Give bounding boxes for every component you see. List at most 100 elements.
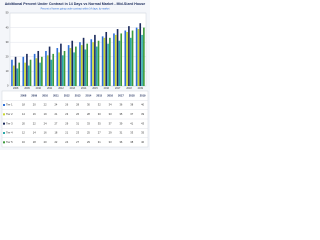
table-cell: 12 — [22, 131, 25, 135]
table-header: 2014 — [86, 93, 92, 97]
bar — [118, 40, 121, 86]
table-cell: 36 — [119, 103, 122, 107]
x-tick-label: 2019 — [138, 87, 144, 90]
table-cell: 38 — [130, 140, 133, 144]
table-header: 2011 — [53, 93, 59, 97]
bar — [33, 53, 36, 86]
bar — [22, 56, 25, 86]
table-cell: 28 — [87, 112, 90, 116]
table-cell: 31 — [98, 140, 101, 144]
table-cell: 27 — [54, 121, 57, 125]
bar — [84, 49, 87, 86]
bar — [79, 42, 81, 86]
table-cell: 24 — [54, 103, 57, 107]
table-cell: 14 — [33, 131, 36, 135]
x-tick-label: 2015 — [92, 87, 98, 90]
table-cell: 39 — [141, 112, 144, 116]
bar — [60, 43, 62, 86]
bar — [114, 34, 117, 86]
x-tick-label: 2013 — [70, 87, 76, 90]
bar — [11, 59, 13, 86]
table-cell: 26 — [65, 103, 68, 107]
table-cell: 20 — [22, 121, 25, 125]
legend-swatch — [3, 122, 5, 125]
table-cell: 40 — [141, 140, 144, 144]
legend-label: Tier 4 — [6, 131, 13, 135]
x-tick-label: 2011 — [47, 87, 53, 90]
bar — [50, 59, 53, 86]
bar — [82, 37, 85, 86]
y-tick-label: 20 — [6, 54, 9, 58]
bar — [37, 50, 40, 86]
bar — [101, 36, 104, 86]
table-cell: 23 — [76, 131, 79, 135]
table-header: 2010 — [42, 93, 48, 97]
x-tick-label: 2018 — [126, 87, 132, 90]
bar — [129, 37, 132, 86]
bar — [75, 46, 77, 86]
table-cell: 41 — [130, 121, 133, 125]
legend-label: Tier 2 — [6, 112, 13, 116]
y-tick-label: 30 — [6, 40, 9, 44]
bar — [41, 56, 43, 86]
table-cell: 20 — [33, 103, 36, 107]
bar — [105, 31, 108, 86]
bar — [109, 37, 111, 86]
bar — [45, 50, 47, 86]
table-cell: 18 — [33, 140, 36, 144]
table-header: 2008 — [21, 93, 27, 97]
bar — [69, 48, 72, 86]
table-cell: 21 — [65, 131, 68, 135]
table-header: 2009 — [31, 93, 37, 97]
table-cell: 30 — [98, 112, 101, 116]
y-tick-label: 50 — [6, 11, 9, 15]
bar — [63, 50, 66, 86]
bar — [46, 55, 49, 86]
table-cell: 20 — [44, 140, 47, 144]
legend-swatch — [3, 113, 5, 116]
table-cell: 24 — [44, 121, 47, 125]
table-cell: 40 — [141, 103, 144, 107]
x-tick-label: 2014 — [81, 87, 87, 90]
bar — [103, 37, 106, 86]
bar — [26, 53, 28, 86]
bar — [95, 46, 98, 86]
bar — [29, 59, 32, 86]
legend-swatch — [3, 141, 5, 144]
table-cell: 35 — [141, 131, 144, 135]
table-cell: 19 — [44, 112, 47, 116]
bar — [73, 52, 75, 86]
table-header: 2016 — [107, 93, 113, 97]
table-cell: 37 — [130, 112, 133, 116]
table-cell: 22 — [54, 140, 57, 144]
bar — [27, 65, 30, 86]
x-tick-label: 2009 — [24, 87, 30, 90]
bar — [128, 26, 130, 86]
bar — [24, 62, 26, 86]
table-cell: 34 — [109, 103, 112, 107]
table-cell: 38 — [130, 103, 133, 107]
table-cell: 39 — [119, 121, 122, 125]
table-cell: 29 — [109, 131, 112, 135]
bar — [16, 68, 19, 86]
table-cell: 30 — [87, 103, 90, 107]
plot-area — [9, 12, 147, 87]
table-cell: 14 — [22, 112, 25, 116]
table-cell: 26 — [76, 112, 79, 116]
table-cell: 33 — [87, 121, 90, 125]
table-cell: 33 — [109, 112, 112, 116]
bar — [14, 56, 17, 86]
bar — [126, 31, 128, 86]
bar — [71, 40, 74, 86]
table-header: 2018 — [129, 93, 135, 97]
legend-label: Tier 1 — [6, 103, 13, 107]
bar — [56, 48, 59, 86]
table-cell: 24 — [65, 140, 68, 144]
table-cell: 27 — [76, 140, 79, 144]
bar — [97, 40, 100, 86]
table-cell: 35 — [98, 121, 101, 125]
x-tick-label: 2012 — [58, 87, 64, 90]
table-header: 2015 — [96, 93, 102, 97]
legend-label: Tier 3 — [6, 121, 13, 125]
bar — [86, 43, 89, 86]
